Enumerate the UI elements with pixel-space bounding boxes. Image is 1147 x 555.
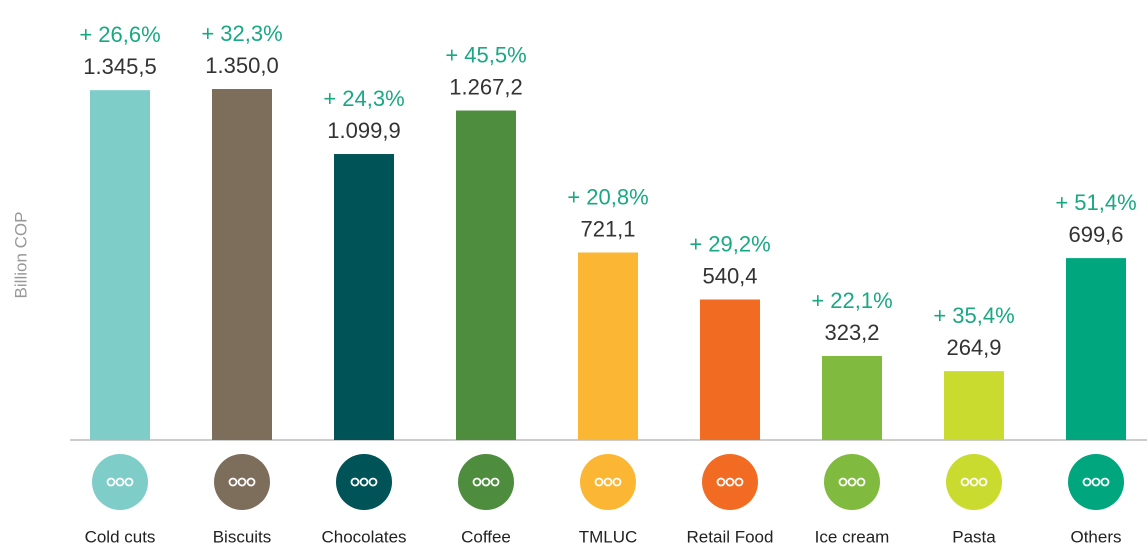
value-label: 1.099,9 (327, 118, 400, 143)
icon-glyph (472, 477, 482, 487)
x-tick-label: Coffee (461, 527, 511, 546)
category-icon (92, 454, 148, 510)
x-tick-label: Pasta (952, 527, 996, 546)
icon-glyph (490, 477, 500, 487)
icon-glyph (1100, 477, 1110, 487)
icon-glyph (856, 477, 866, 487)
icon-glyph (106, 477, 116, 487)
icon-glyph (847, 477, 857, 487)
icon-glyph (481, 477, 491, 487)
icon-glyph (246, 477, 256, 487)
value-label: 540,4 (702, 263, 757, 288)
value-label: 721,1 (580, 216, 635, 241)
value-label: 1.350,0 (205, 53, 278, 78)
x-tick-label: Biscuits (213, 527, 272, 546)
bar (944, 371, 1004, 440)
value-label: 1.345,5 (83, 54, 156, 79)
x-tick-label: TMLUC (579, 527, 638, 546)
growth-label: + 22,1% (811, 288, 892, 313)
icon-glyph (1082, 477, 1092, 487)
category-icon (702, 454, 758, 510)
growth-label: + 35,4% (933, 303, 1014, 328)
bar (1066, 258, 1126, 440)
category-icon (214, 454, 270, 510)
icon-glyph (734, 477, 744, 487)
growth-label: + 45,5% (445, 42, 526, 67)
value-label: 264,9 (946, 335, 1001, 360)
icon-glyph (594, 477, 604, 487)
icon-glyph (716, 477, 726, 487)
x-tick-label: Ice cream (815, 527, 890, 546)
icon-glyph (960, 477, 970, 487)
value-label: 1.267,2 (449, 74, 522, 99)
icon-glyph (969, 477, 979, 487)
category-icon (336, 454, 392, 510)
x-tick-label: Cold cuts (85, 527, 156, 546)
category-icon (580, 454, 636, 510)
icon-glyph (838, 477, 848, 487)
y-axis-label: Billion COP (11, 212, 30, 299)
x-tick-label: Others (1070, 527, 1121, 546)
category-icon (458, 454, 514, 510)
x-tick-label: Retail Food (687, 527, 774, 546)
icon-glyph (612, 477, 622, 487)
growth-label: + 24,3% (323, 86, 404, 111)
x-tick-label: Chocolates (321, 527, 406, 546)
icon-glyph (350, 477, 360, 487)
bar (578, 252, 638, 440)
icon-glyph (115, 477, 125, 487)
bar (822, 355, 882, 440)
growth-label: + 51,4% (1055, 190, 1136, 215)
category-icon (824, 454, 880, 510)
growth-label: + 29,2% (689, 231, 770, 256)
category-icon (1068, 454, 1124, 510)
value-label: 323,2 (824, 320, 879, 345)
value-label: 699,6 (1068, 222, 1123, 247)
growth-label: + 26,6% (79, 22, 160, 47)
growth-label: + 32,3% (201, 21, 282, 46)
icon-glyph (359, 477, 369, 487)
bar (334, 154, 394, 440)
icon-glyph (228, 477, 238, 487)
bar (456, 110, 516, 440)
bar (212, 89, 272, 440)
bar (90, 90, 150, 441)
icon-glyph (237, 477, 247, 487)
icon-glyph (725, 477, 735, 487)
icon-glyph (978, 477, 988, 487)
category-icon (946, 454, 1002, 510)
growth-label: + 20,8% (567, 184, 648, 209)
icon-glyph (368, 477, 378, 487)
icon-glyph (603, 477, 613, 487)
icon-glyph (1091, 477, 1101, 487)
bar (700, 299, 760, 440)
icon-glyph (124, 477, 134, 487)
